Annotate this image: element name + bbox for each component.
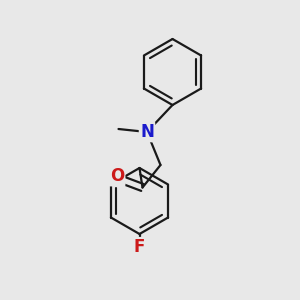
Text: N: N xyxy=(140,123,154,141)
Text: O: O xyxy=(110,167,124,185)
Text: F: F xyxy=(134,238,145,256)
